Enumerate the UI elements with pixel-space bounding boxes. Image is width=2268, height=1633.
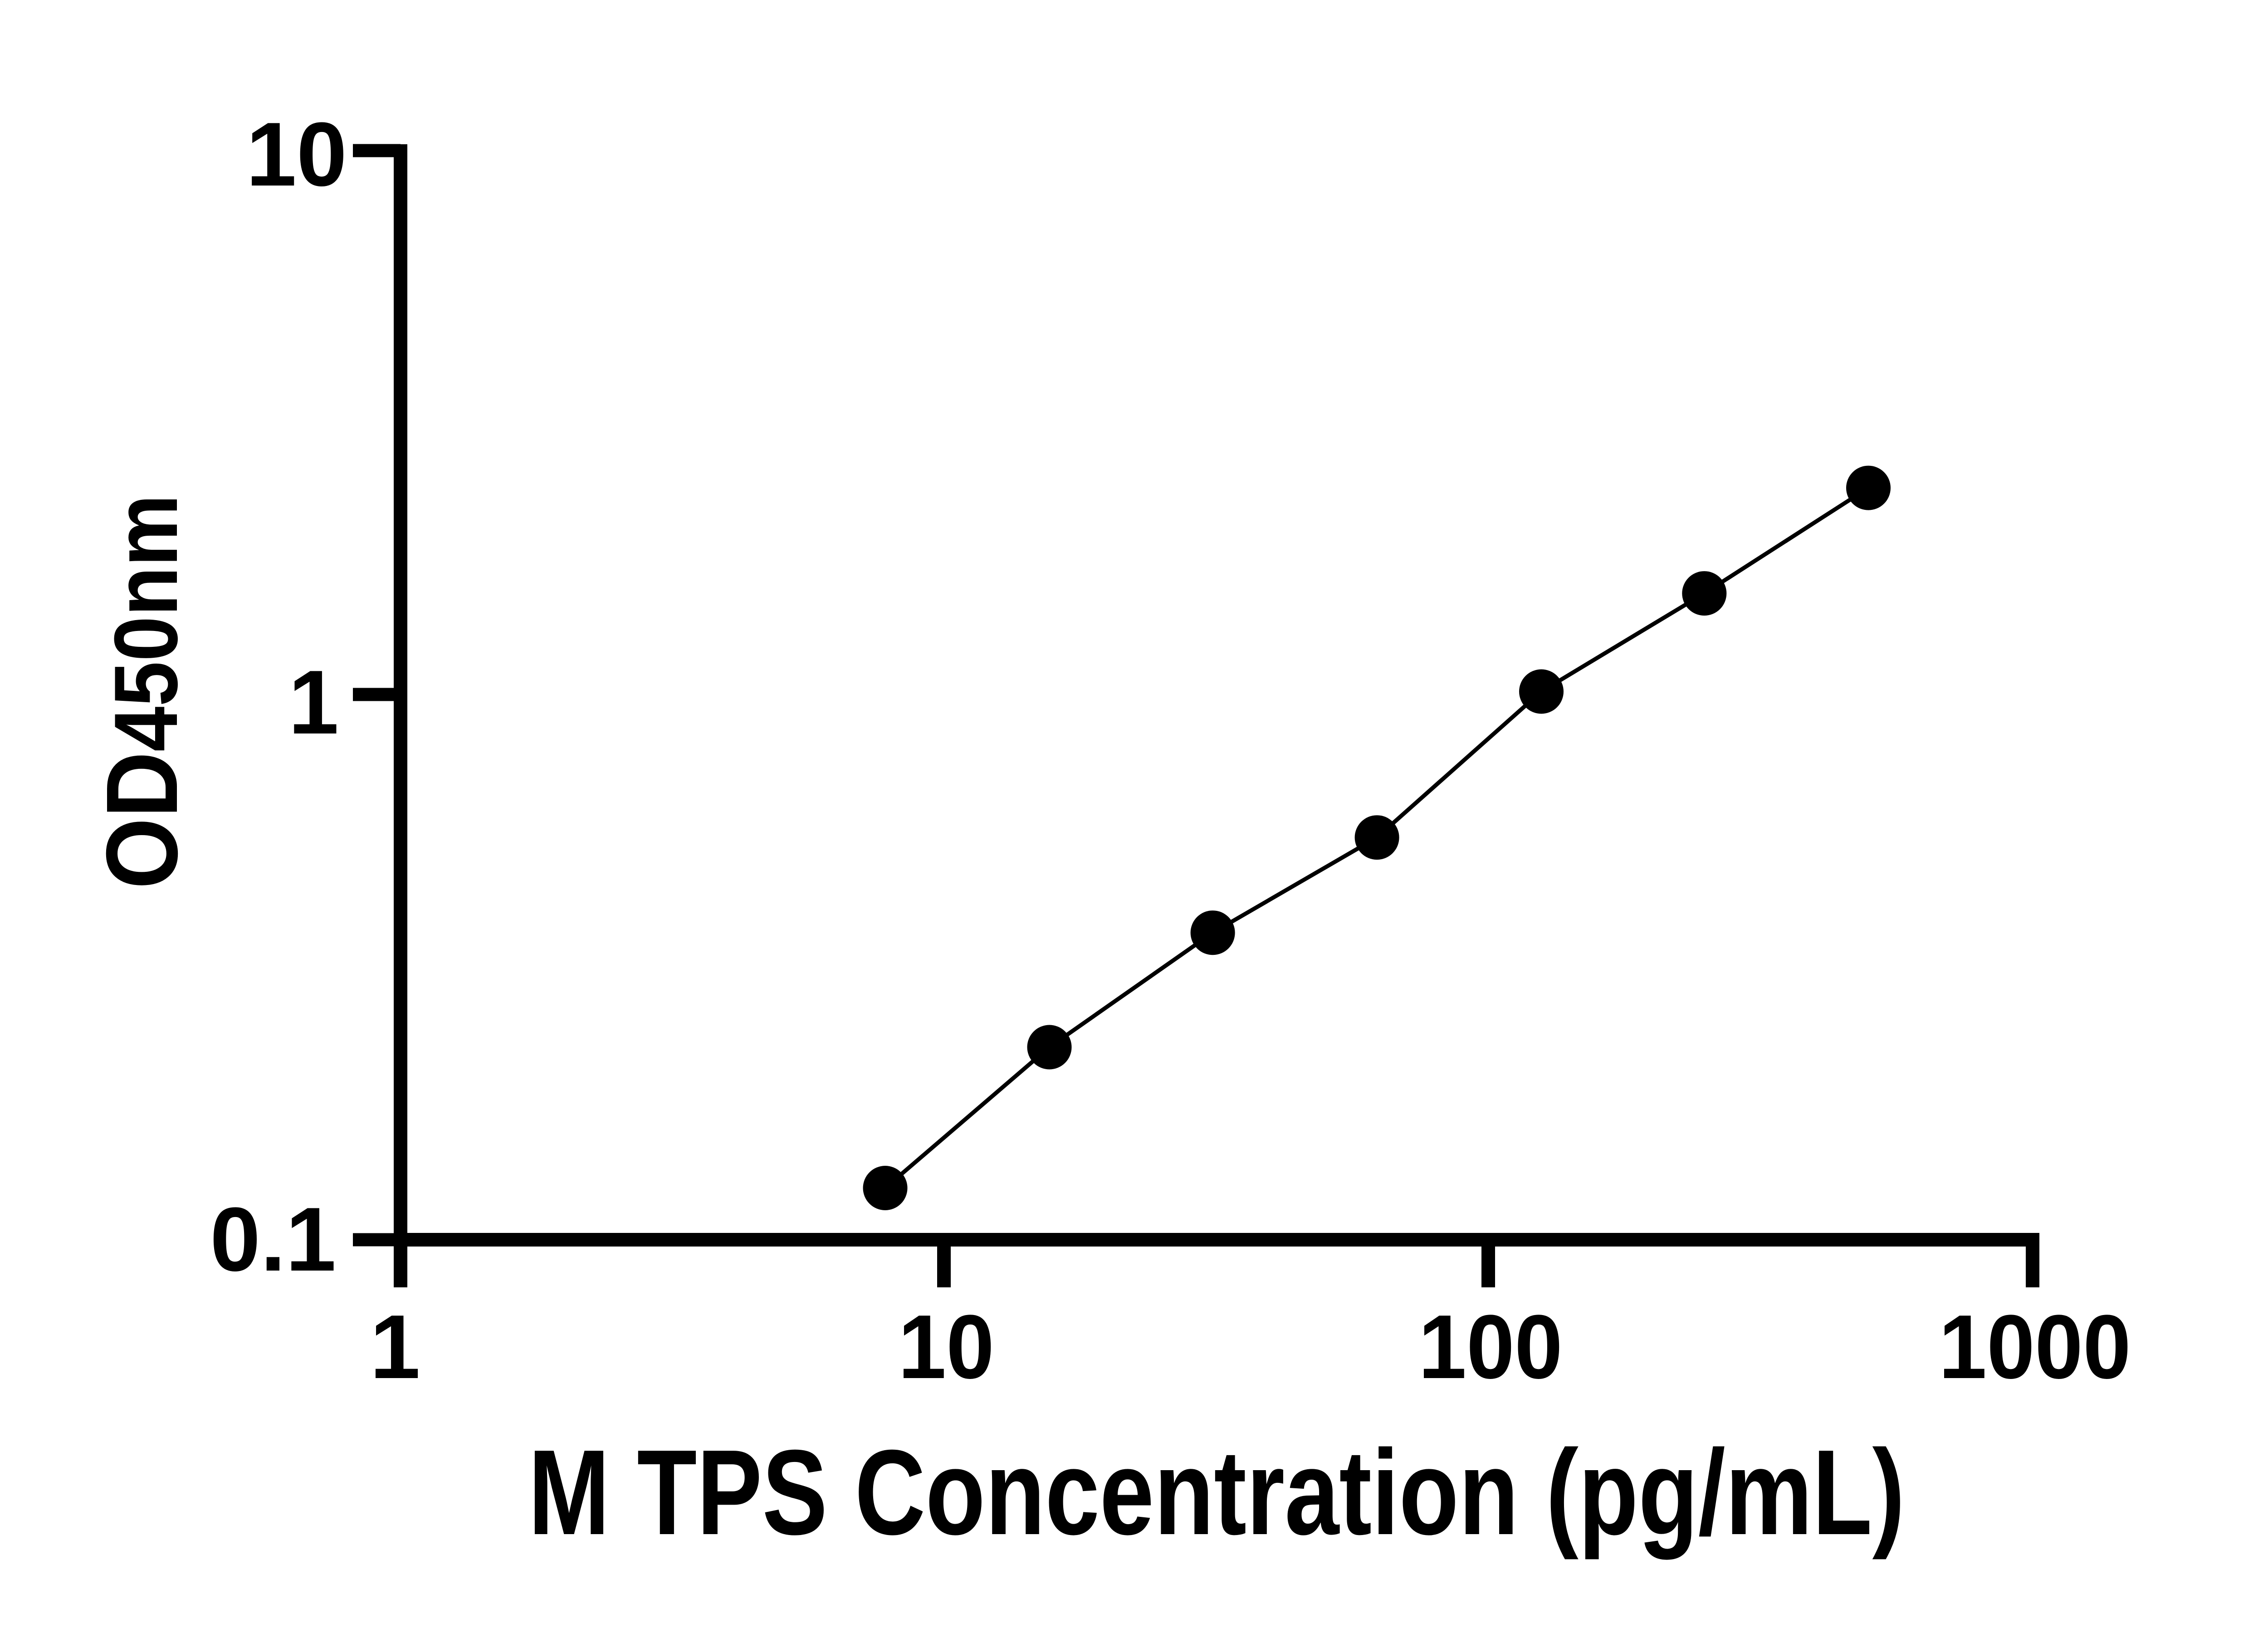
svg-text:100: 100 [1418, 1296, 1563, 1398]
svg-text:1000: 1000 [1939, 1296, 2131, 1398]
svg-text:1: 1 [370, 1296, 420, 1398]
svg-text:OD450nm: OD450nm [85, 494, 199, 889]
svg-text:M TPS Concentration (pg/mL): M TPS Concentration (pg/mL) [528, 1424, 1905, 1560]
svg-text:10: 10 [246, 104, 347, 205]
svg-text:10: 10 [898, 1296, 994, 1398]
svg-text:0.1: 0.1 [210, 1189, 336, 1290]
svg-text:1: 1 [288, 652, 339, 753]
